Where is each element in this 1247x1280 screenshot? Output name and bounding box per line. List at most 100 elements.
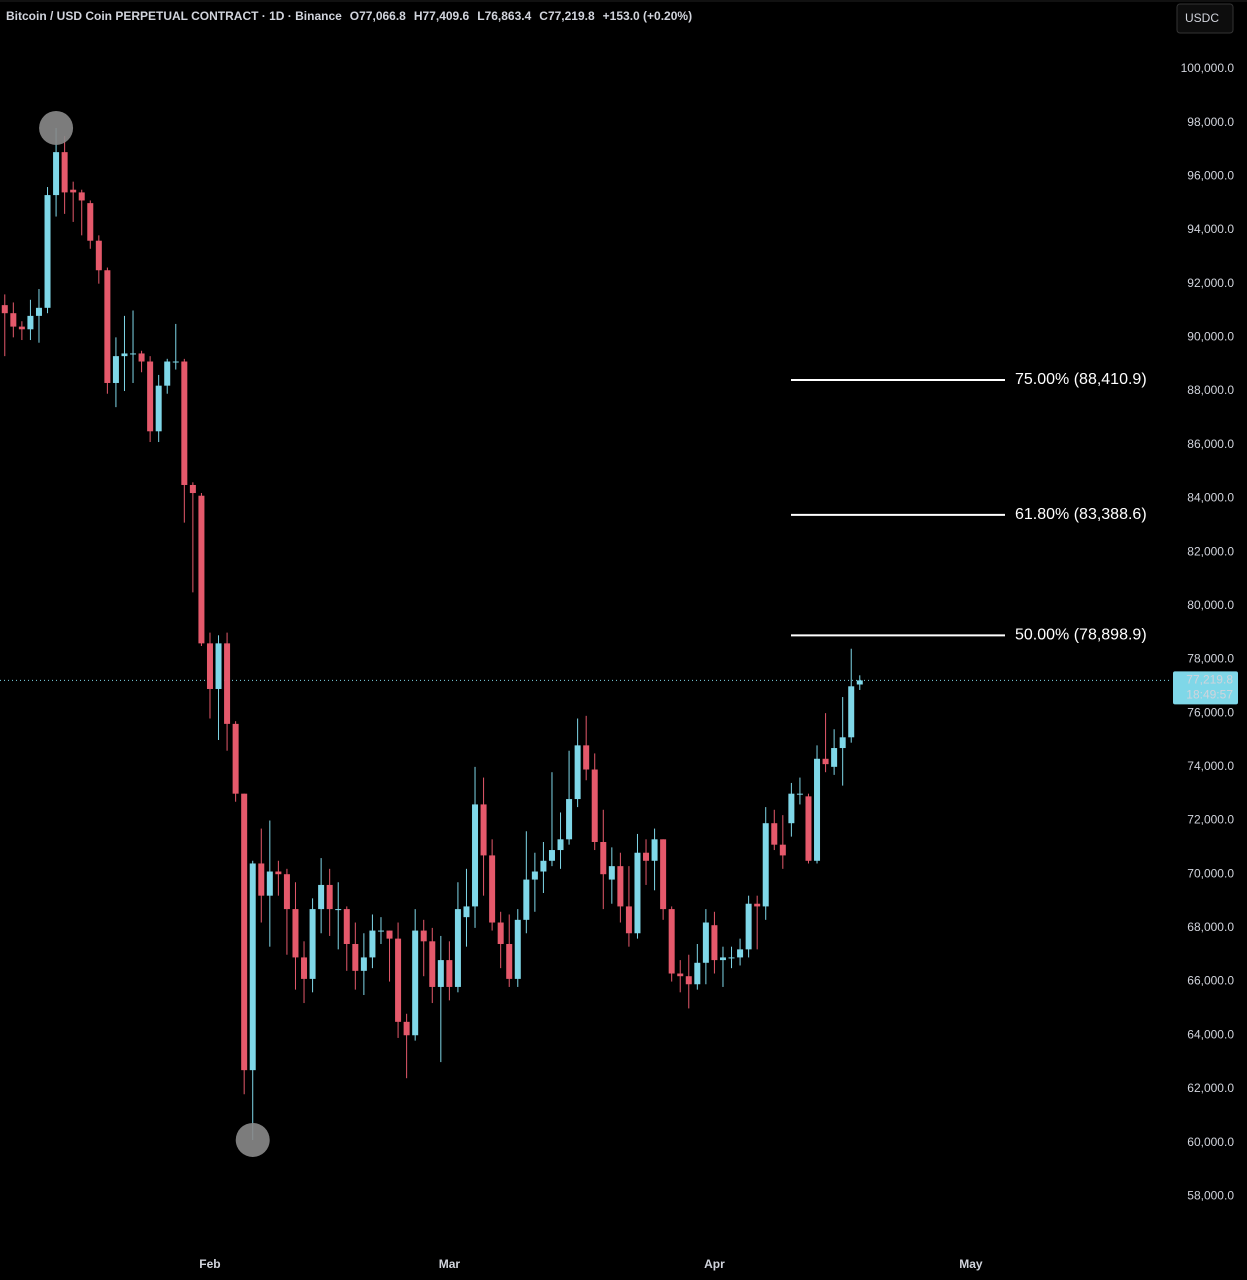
candle-body (70, 189, 77, 193)
candle-body (728, 957, 735, 959)
candle-body (206, 643, 213, 689)
candle-body (848, 686, 855, 738)
candle-body (18, 326, 25, 330)
candle-body (53, 152, 60, 196)
x-tick-label: Mar (439, 1257, 461, 1271)
y-tick-label: 80,000.0 (1187, 598, 1234, 612)
x-tick-label: May (959, 1257, 983, 1271)
price-tag-value: 77,219.8 (1186, 673, 1233, 687)
candle-body (35, 307, 42, 316)
y-tick-label: 92,000.0 (1187, 276, 1234, 290)
y-tick-label: 94,000.0 (1187, 222, 1234, 236)
candle-body (420, 930, 427, 942)
candle-body (258, 863, 265, 896)
candle-body (805, 796, 812, 861)
y-tick-label: 96,000.0 (1187, 168, 1234, 182)
y-tick-label: 66,000.0 (1187, 974, 1234, 988)
candle-body (318, 884, 325, 910)
candle-body (796, 793, 803, 795)
candle-body (189, 484, 196, 494)
y-tick-label: 74,000.0 (1187, 759, 1234, 773)
candle-body (788, 793, 795, 824)
candle-body (352, 943, 359, 971)
currency-button-box[interactable] (1176, 3, 1234, 34)
currency-label[interactable]: USDC (1185, 11, 1219, 25)
y-tick-label: 78,000.0 (1187, 652, 1234, 666)
fib-label: 61.80% (83,388.6) (1015, 506, 1147, 523)
candle-body (292, 909, 299, 958)
candle-body (839, 737, 846, 749)
candle-body (480, 804, 487, 856)
candle-body (27, 315, 34, 330)
y-tick-label: 82,000.0 (1187, 544, 1234, 558)
candle-body (634, 852, 641, 934)
candle-body (44, 195, 51, 308)
candle-body (856, 680, 863, 685)
y-tick-label: 64,000.0 (1187, 1027, 1234, 1041)
candle-body (711, 925, 718, 961)
candle-body (719, 957, 726, 961)
candle-body (566, 799, 573, 840)
price-tag (1173, 671, 1238, 705)
candle-body (540, 860, 547, 872)
candle-body (702, 922, 709, 963)
candle-body (737, 949, 744, 958)
candle-body (745, 903, 752, 950)
y-tick-label: 98,000.0 (1187, 115, 1234, 129)
candle-body (130, 353, 137, 355)
currency-button[interactable]: USDC (1176, 3, 1234, 34)
candle-body (112, 356, 119, 383)
candle-body (694, 962, 701, 985)
candle-body (779, 844, 786, 856)
ohlc-label: L76,863.4 (477, 9, 531, 23)
candle-body (822, 758, 829, 765)
candle-body (309, 909, 316, 979)
candle-body (429, 941, 436, 987)
y-tick-label: 70,000.0 (1187, 866, 1234, 880)
candle-body (386, 930, 393, 939)
candle-body (617, 866, 624, 907)
x-tick-label: Feb (199, 1257, 220, 1271)
candle-body (557, 839, 564, 851)
candle-body (181, 361, 188, 485)
candle-body (660, 839, 667, 910)
y-tick-label: 84,000.0 (1187, 491, 1234, 505)
candle-body (514, 919, 521, 979)
candle-body (395, 938, 402, 1022)
y-tick-label: 68,000.0 (1187, 920, 1234, 934)
candle-body (87, 203, 94, 241)
candle-body (489, 855, 496, 923)
candle-body (583, 745, 590, 770)
candle-body (608, 866, 615, 880)
candle-body (677, 973, 684, 977)
y-tick-label: 58,000.0 (1187, 1188, 1234, 1202)
candle-body (198, 495, 205, 644)
candle-body (651, 839, 658, 861)
candle-body (172, 361, 179, 363)
candle-body (814, 758, 821, 861)
candle-body (224, 643, 231, 724)
candle-body (446, 960, 453, 987)
candle-body (241, 793, 248, 1071)
y-tick-label: 60,000.0 (1187, 1135, 1234, 1149)
y-tick-label: 86,000.0 (1187, 437, 1234, 451)
candle-body (472, 804, 479, 907)
candle-body (155, 385, 162, 432)
fib-label: 75.00% (88,410.9) (1015, 371, 1147, 388)
candle-body (685, 976, 692, 985)
candle-body (121, 353, 128, 357)
price-tag-countdown: 18:49:57 (1186, 688, 1233, 702)
candle-body (574, 745, 581, 800)
candle-body (643, 852, 650, 861)
y-tick-label: 88,000.0 (1187, 383, 1234, 397)
candle-body (762, 823, 769, 907)
candle-body (625, 906, 632, 934)
candle-body (10, 313, 17, 327)
x-tick-label: Apr (704, 1257, 725, 1271)
candle-body (454, 909, 461, 987)
candle-body (326, 884, 333, 910)
fib-label: 50.00% (78,898.9) (1015, 627, 1147, 644)
